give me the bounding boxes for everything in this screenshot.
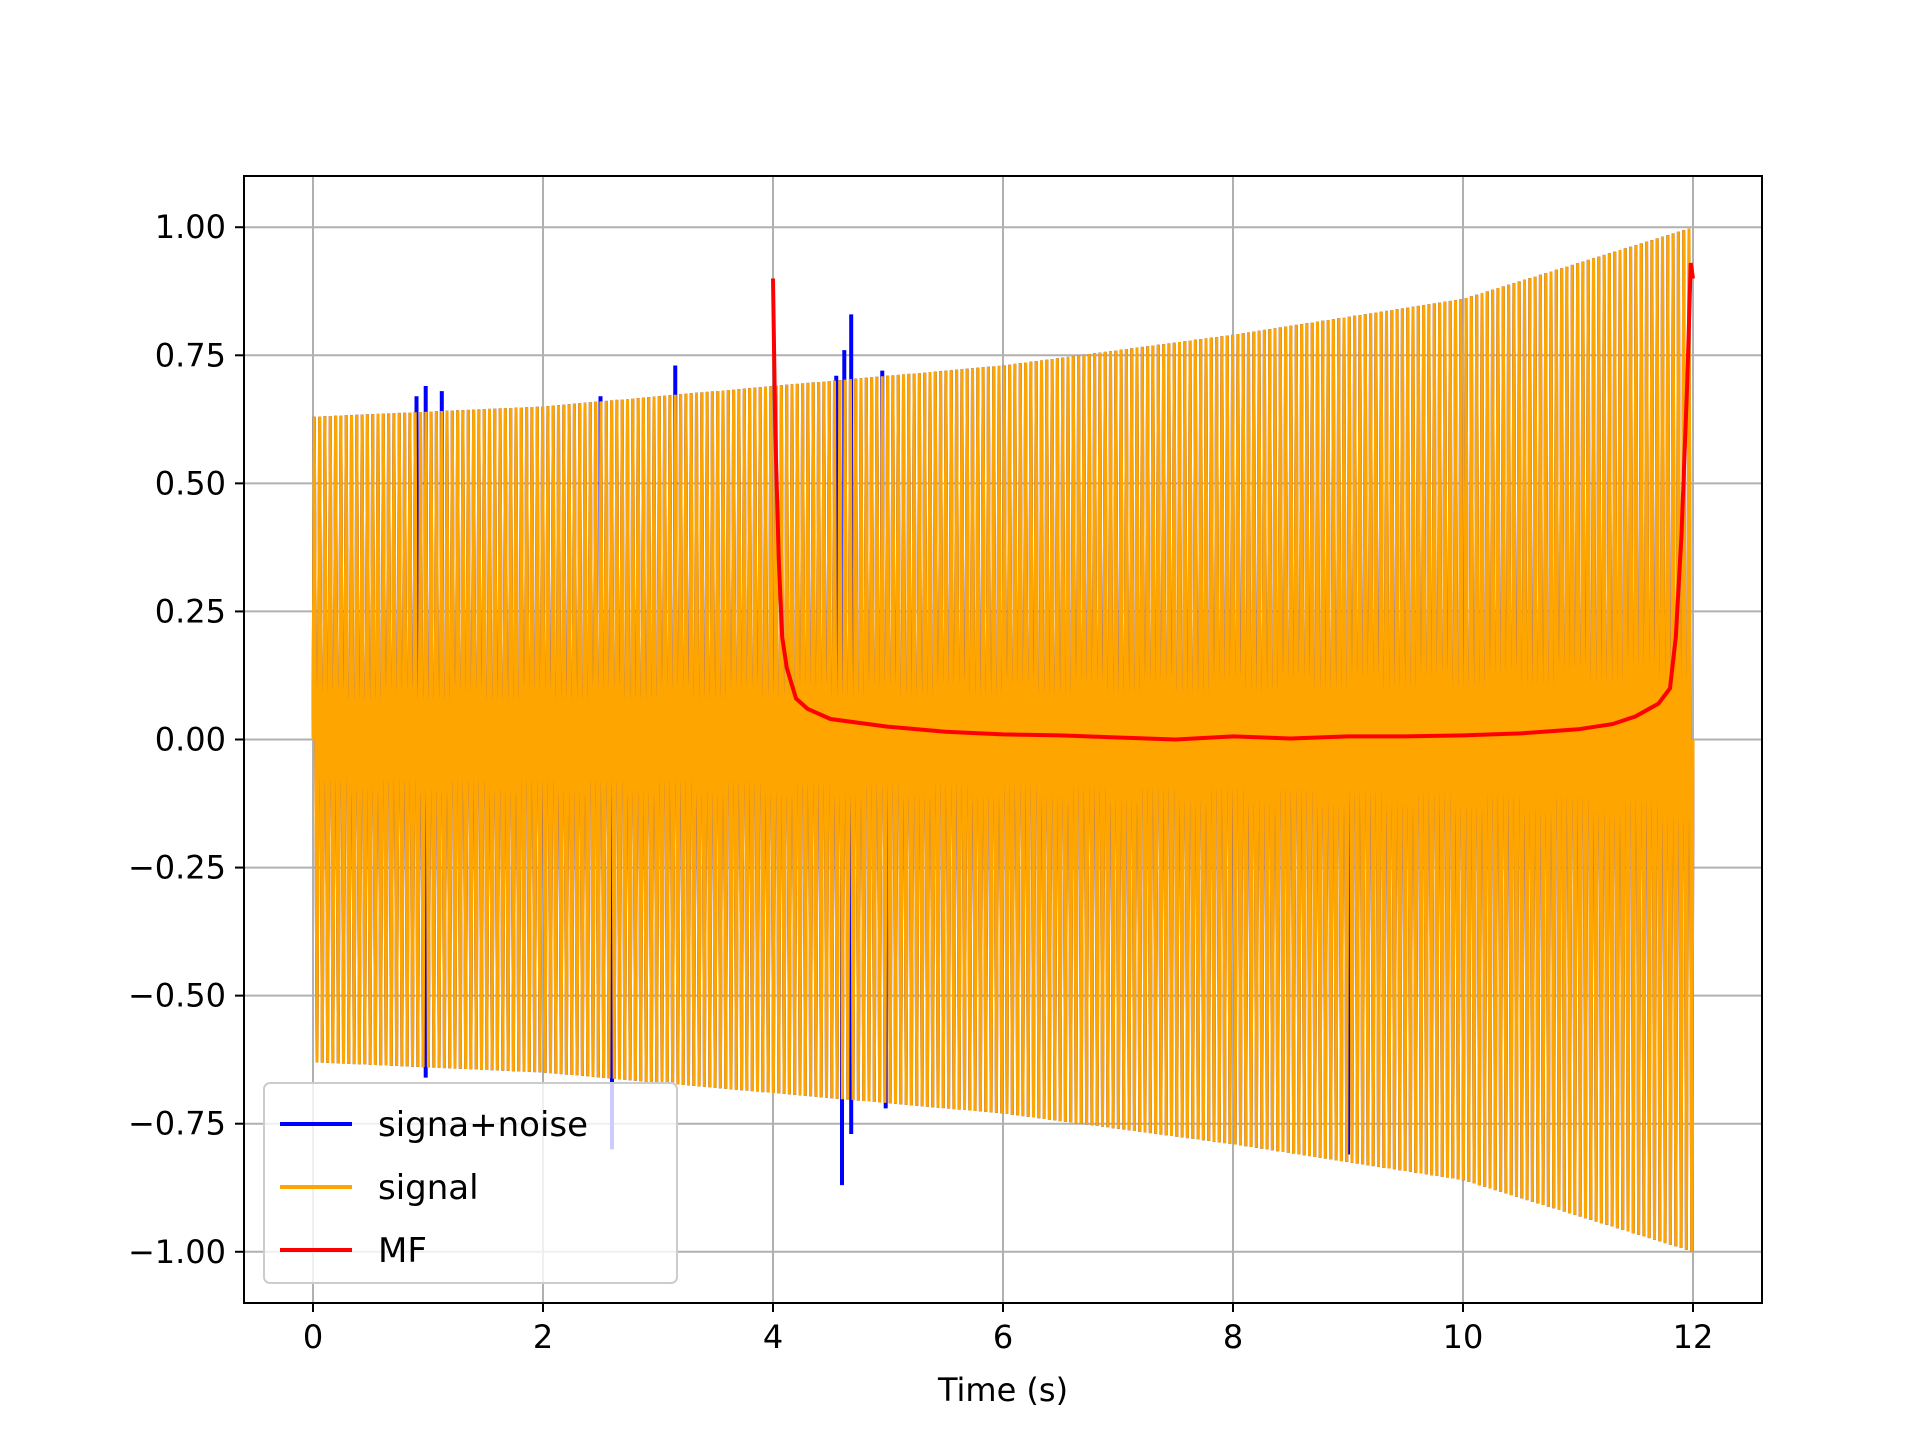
series-mf [771,262,1695,742]
legend-label: signal [378,1168,479,1208]
x-axis-label: Time (s) [937,1371,1068,1409]
y-tick-label: 0.75 [155,336,226,374]
x-tick-label: 4 [763,1318,783,1356]
series-signal [311,228,1695,1252]
y-tick-label: 0.50 [155,464,226,502]
series-line [311,228,1695,1252]
plot-area [311,228,1695,1252]
y-tick-label: −0.25 [128,849,226,887]
x-tick-label: 8 [1223,1318,1243,1356]
y-tick-label: 1.00 [155,208,226,246]
y-tick-label: −0.75 [128,1105,226,1143]
legend-label: MF [378,1231,427,1271]
x-tick-label: 0 [303,1318,323,1356]
axis-ticks: 0 2 4 6 8 10 12 1.00 0.75 0.50 0.25 0.00 −0.25 −0.50 −… [128,208,1713,1356]
legend-box [263,1082,678,1284]
y-tick-label: −0.50 [128,977,226,1015]
legend: signa+noise signal MF [263,1082,678,1284]
legend-label: signa+noise [378,1105,588,1145]
x-tick-label: 10 [1443,1318,1484,1356]
y-tick-label: −1.00 [128,1233,226,1271]
x-tick-label: 12 [1673,1318,1714,1356]
x-tick-label: 6 [993,1318,1013,1356]
x-tick-label: 2 [533,1318,553,1356]
y-tick-label: 0.25 [155,592,226,630]
series-line [771,262,1695,742]
y-tick-label: 0.00 [155,721,226,759]
